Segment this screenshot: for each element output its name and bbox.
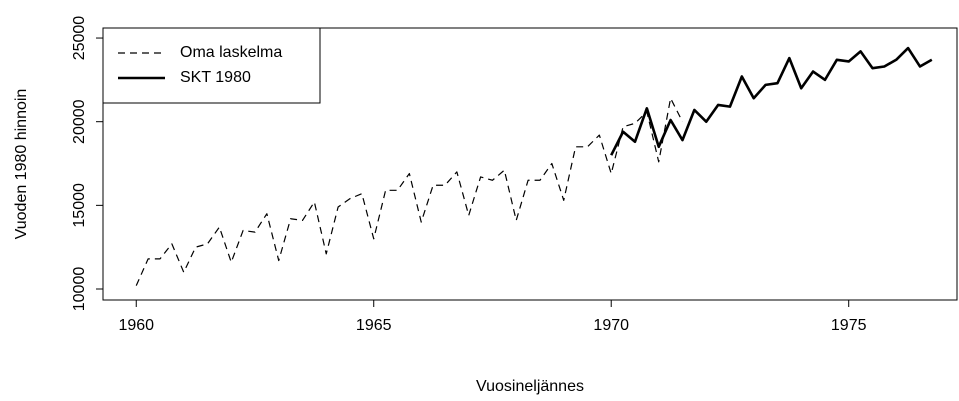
x-tick-label: 1975 [831,317,867,334]
x-tick-label: 1970 [593,317,629,334]
x-tick-label: 1965 [356,317,392,334]
y-tick-label: 20000 [71,99,88,144]
y-tick-label: 10000 [71,267,88,312]
legend-label: Oma laskelma [180,44,282,61]
line-series [135,97,684,286]
legend-box [102,27,321,104]
x-tick-label: 1960 [118,317,154,334]
legend-label: SKT 1980 [180,69,251,86]
x-axis-title: Vuosineljännes [476,378,584,395]
plot-frame [102,27,958,301]
y-tick-label: 15000 [71,183,88,228]
y-tick-label: 25000 [71,16,88,61]
y-axis-title: Vuoden 1980 hinnoin [13,89,30,240]
line-series [610,46,933,156]
